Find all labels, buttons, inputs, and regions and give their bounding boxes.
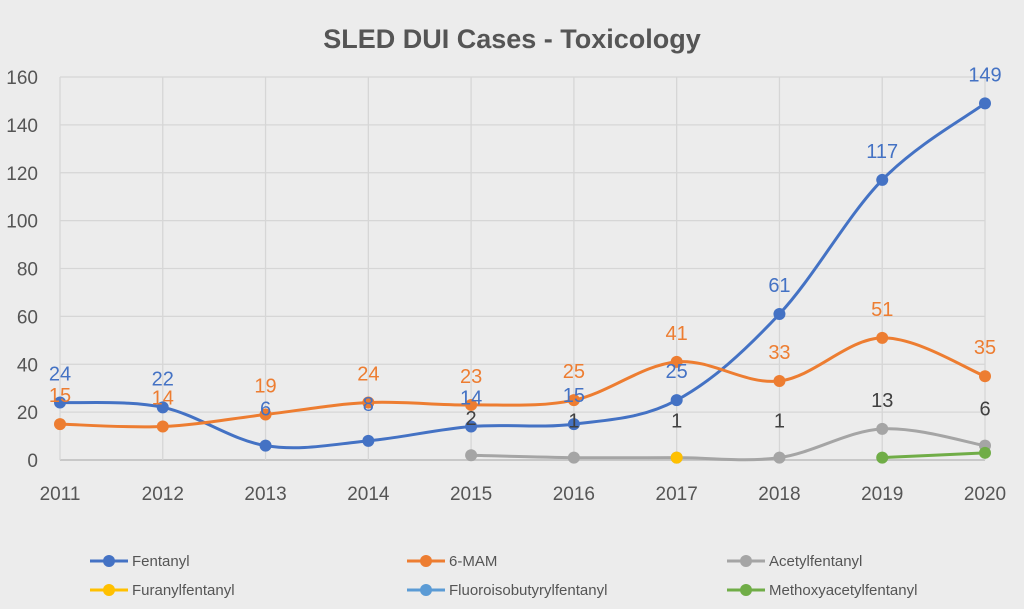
data-point-6-mam <box>156 420 169 433</box>
data-point-fentanyl <box>876 173 889 186</box>
data-label-6-mam: 14 <box>152 387 174 409</box>
y-tick-label: 40 <box>17 355 38 376</box>
data-label-fentanyl: 25 <box>666 361 688 383</box>
chart-title: SLED DUI Cases - Toxicology <box>323 24 701 54</box>
data-point-acetylfentanyl <box>465 449 478 462</box>
data-point-fentanyl <box>362 434 375 447</box>
x-tick-label: 2011 <box>40 484 81 505</box>
data-point-6-mam <box>670 355 683 368</box>
data-label-6-mam: 15 <box>49 385 71 407</box>
legend-marker-6-mam <box>420 555 432 567</box>
y-tick-label: 60 <box>17 307 38 328</box>
data-label-acetylfentanyl: 1 <box>671 411 682 433</box>
y-tick-label: 120 <box>6 164 38 185</box>
x-tick-label: 2017 <box>656 484 698 505</box>
data-point-methoxyacetylfentanyl <box>876 451 889 464</box>
data-point-6-mam <box>567 394 580 407</box>
x-tick-label: 2013 <box>244 484 286 505</box>
legend-label-6-mam: 6-MAM <box>449 553 497 570</box>
data-point-fentanyl <box>54 396 66 409</box>
x-tick-label: 2019 <box>861 484 903 505</box>
data-point-acetylfentanyl <box>567 451 580 464</box>
y-tick-label: 140 <box>6 116 38 137</box>
data-label-fentanyl: 117 <box>866 141 898 163</box>
data-point-fentanyl <box>465 420 478 433</box>
y-tick-label: 160 <box>6 68 38 89</box>
data-label-fentanyl: 61 <box>768 275 790 297</box>
data-label-acetylfentanyl: 6 <box>979 399 990 421</box>
data-label-6-mam: 19 <box>254 376 276 398</box>
data-point-fentanyl <box>773 307 786 320</box>
data-point-6-mam <box>362 396 375 409</box>
series-line-6-mam <box>59 336 986 429</box>
data-point-furanylfentanyl <box>670 451 683 464</box>
data-label-6-mam: 33 <box>768 342 790 364</box>
data-label-6-mam: 35 <box>974 337 996 359</box>
data-label-fentanyl: 14 <box>460 387 482 409</box>
data-point-fentanyl <box>567 418 580 431</box>
data-label-6-mam: 23 <box>460 366 482 388</box>
legend-label-fentanyl: Fentanyl <box>132 553 190 570</box>
y-tick-label: 0 <box>27 451 38 472</box>
data-label-acetylfentanyl: 1 <box>774 411 785 433</box>
legend-label-acetylfentanyl: Acetylfentanyl <box>769 553 862 570</box>
data-point-6-mam <box>876 331 889 344</box>
data-point-methoxyacetylfentanyl <box>979 446 991 459</box>
legend-marker-furanylfentanyl <box>103 584 115 596</box>
y-tick-label: 100 <box>6 212 38 233</box>
legend-label-furanylfentanyl: Furanylfentanyl <box>132 582 235 599</box>
data-label-acetylfentanyl: 2 <box>466 408 477 430</box>
series-line-fentanyl <box>59 102 986 450</box>
data-point-fentanyl <box>156 401 169 414</box>
series-line-acetylfentanyl <box>471 427 986 462</box>
data-point-6-mam <box>54 418 66 431</box>
data-label-acetylfentanyl: 13 <box>871 390 893 412</box>
legend-marker-fluoroisobutyrylfentanyl <box>420 584 432 596</box>
x-tick-label: 2015 <box>450 484 492 505</box>
data-point-fentanyl <box>259 439 272 452</box>
data-point-acetylfentanyl <box>876 422 889 435</box>
y-tick-label: 20 <box>17 403 38 424</box>
data-point-6-mam <box>773 375 786 388</box>
legend-label-fluoroisobutyrylfentanyl: Fluoroisobutyrylfentanyl <box>449 582 607 599</box>
data-label-6-mam: 41 <box>666 323 688 345</box>
legend-marker-acetylfentanyl <box>740 555 752 567</box>
data-point-6-mam <box>259 408 272 421</box>
data-label-6-mam: 24 <box>357 364 379 386</box>
legend-marker-methoxyacetylfentanyl <box>740 584 752 596</box>
data-label-fentanyl: 8 <box>363 394 374 416</box>
data-label-fentanyl: 6 <box>260 399 271 421</box>
x-tick-label: 2016 <box>553 484 595 505</box>
x-tick-label: 2018 <box>758 484 800 505</box>
data-point-fentanyl <box>670 394 683 407</box>
x-tick-label: 2020 <box>964 484 1006 505</box>
data-label-acetylfentanyl: 1 <box>568 411 579 433</box>
x-tick-label: 2012 <box>142 484 184 505</box>
data-point-fentanyl <box>979 97 991 110</box>
data-label-fentanyl: 149 <box>968 64 1001 86</box>
data-label-fentanyl: 22 <box>152 368 174 390</box>
data-point-6-mam <box>465 398 478 411</box>
legend-marker-fentanyl <box>103 555 115 567</box>
data-label-fentanyl: 15 <box>563 385 585 407</box>
y-tick-label: 80 <box>17 260 38 281</box>
data-label-6-mam: 25 <box>563 361 585 383</box>
x-tick-label: 2014 <box>347 484 390 505</box>
data-point-acetylfentanyl <box>773 451 786 464</box>
data-label-6-mam: 51 <box>871 299 893 321</box>
data-point-6-mam <box>979 370 991 383</box>
series-line-methoxyacetylfentanyl <box>882 451 986 460</box>
legend-label-methoxyacetylfentanyl: Methoxyacetylfentanyl <box>769 582 917 599</box>
data-label-fentanyl: 24 <box>49 364 71 386</box>
